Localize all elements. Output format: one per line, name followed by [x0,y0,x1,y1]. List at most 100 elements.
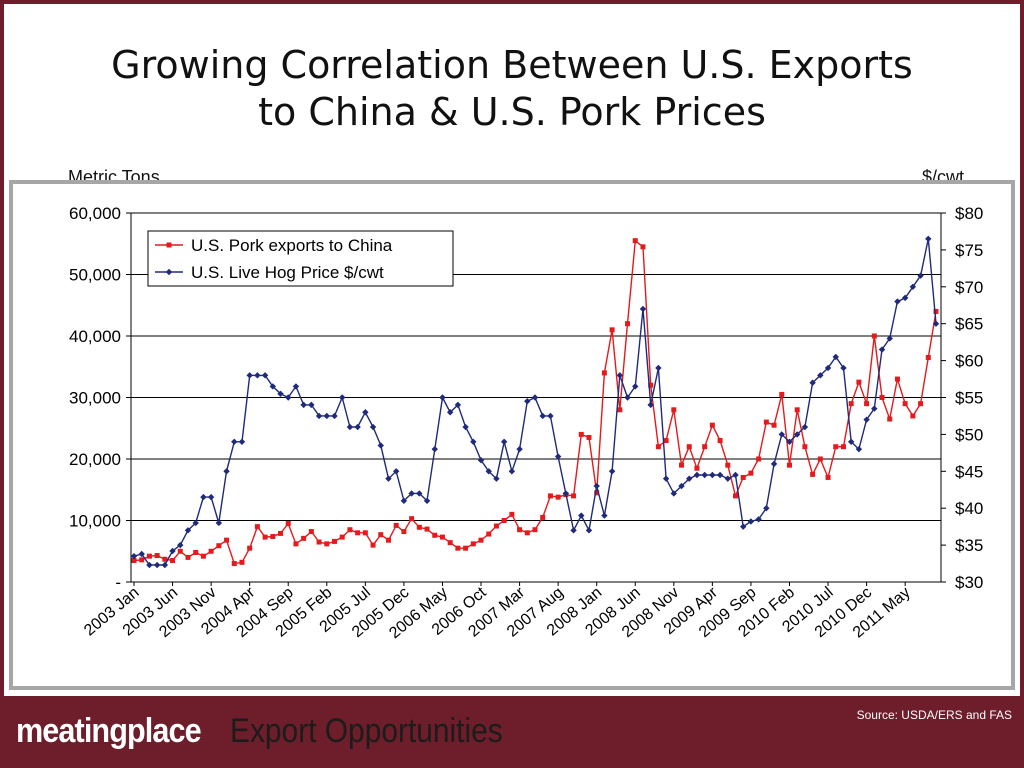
exports-point [208,548,214,554]
exports-point [547,493,553,499]
right-tick-label: $35 [955,536,983,555]
exports-point [401,529,407,535]
exports-point [139,557,145,563]
hog-price-point [416,490,423,497]
exports-point [894,376,900,382]
exports-point [200,553,206,559]
meatingplace-logo: meatingplace [16,712,202,750]
exports-point [424,526,430,532]
hog-price-point [840,364,847,372]
exports-point [308,529,314,535]
legend-marker [166,242,172,248]
hog-price-point [238,438,246,445]
hog-price-point [670,490,678,497]
hog-price-point [662,475,670,482]
hog-price-point [686,475,693,482]
hog-price-point [161,561,169,569]
exports-point [702,444,708,450]
hog-price-point [339,394,346,401]
hog-price-point [169,547,176,555]
hog-price-point [716,471,724,479]
exports-point [355,530,361,536]
hog-price-point [269,383,277,390]
hog-price-point [562,490,570,497]
exports-point [339,534,345,540]
exports-point [270,533,276,539]
left-tick-label: 40,000 [69,327,121,346]
hog-price-point [747,518,755,525]
right-tick-label: $55 [955,389,983,408]
exports-point [694,465,700,471]
hog-price-point [878,346,886,353]
hog-price-point [331,412,338,420]
hog-price-point [408,490,415,497]
hog-price-point [655,364,662,372]
exports-point [470,541,476,547]
exports-point [193,549,199,555]
hog-price-point [639,305,647,313]
hog-price-point [516,445,523,453]
right-tick-label: $45 [955,462,983,481]
hog-price-point [608,468,616,475]
exports-point [370,542,376,548]
hog-price-point [732,471,739,479]
hog-price-point [539,412,546,420]
hog-price-point [500,438,508,445]
left-tick-label: 30,000 [69,389,121,408]
exports-point [717,438,723,444]
hog-price-point [547,412,554,420]
exports-point [833,444,839,450]
exports-point [432,532,438,538]
exports-point [848,401,854,407]
hog-price-point [277,390,284,398]
hog-price-point [508,468,516,475]
exports-point [756,456,762,462]
hog-price-point [817,372,824,379]
exports-point [509,511,515,517]
legend-label: U.S. Live Hog Price $/cwt [191,263,384,282]
hog-price-point [231,438,238,445]
exports-point [740,474,746,480]
hog-price-point [246,372,253,379]
legend-marker [165,268,173,276]
exports-point [640,244,646,250]
exports-point [216,543,222,549]
exports-point [239,559,245,565]
hog-price-point [901,294,909,302]
exports-point [594,490,600,496]
hog-price-point [585,527,593,534]
exports-point [247,545,253,551]
left-tick-label: 60,000 [69,204,121,223]
hog-price-point [624,394,631,401]
hog-price-point [292,383,300,390]
exports-point [463,545,469,551]
hog-price-point [254,372,261,379]
exports-point [840,444,846,450]
hog-price-point [709,471,716,479]
hog-price-point [439,394,446,401]
hog-price-point [153,561,161,569]
exports-point [671,407,677,413]
footer-bar: meatingplace Export Opportunities Source… [0,696,1024,768]
hog-price-point [809,379,816,386]
hog-price-point [578,512,585,519]
exports-point [709,422,715,428]
hog-price-point [400,497,408,505]
exports-point [686,444,692,450]
hog-price-point [570,527,577,534]
hog-price-point [755,516,762,523]
hog-price-point [554,453,562,460]
exports-line [133,239,937,565]
slide-title: Growing Correlation Between U.S. Exports… [4,42,1020,136]
hog-price-point [423,497,431,505]
exports-point [362,530,368,536]
exports-point [478,537,484,543]
hog-price-point [601,512,608,519]
hog-price-point [847,438,855,445]
exports-point [285,521,291,527]
hog-price-point [678,482,685,490]
hog-price-point [724,475,731,482]
exports-point [162,556,168,562]
exports-point [571,493,577,499]
chart: - 10,000 20,000 30,000 40,000 50,000 60,000 $30… [69,204,983,642]
